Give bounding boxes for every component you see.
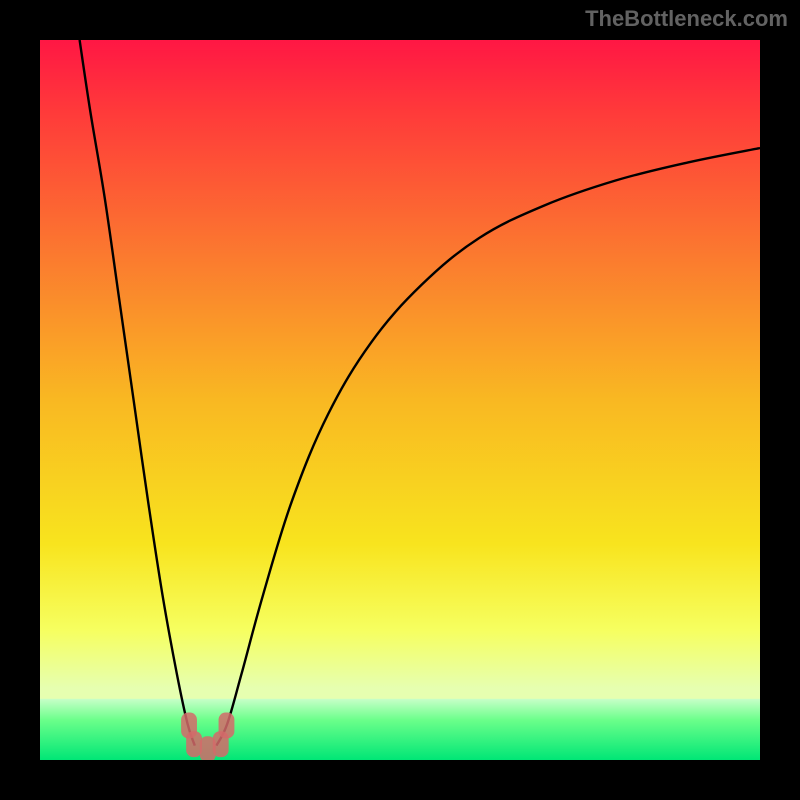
- chart-plot-area: [40, 40, 760, 760]
- chart-curves: [40, 40, 760, 760]
- curve-left: [80, 40, 195, 746]
- watermark-text: TheBottleneck.com: [585, 6, 788, 32]
- trough-dash-marks: [181, 712, 234, 760]
- curve-right: [216, 148, 760, 746]
